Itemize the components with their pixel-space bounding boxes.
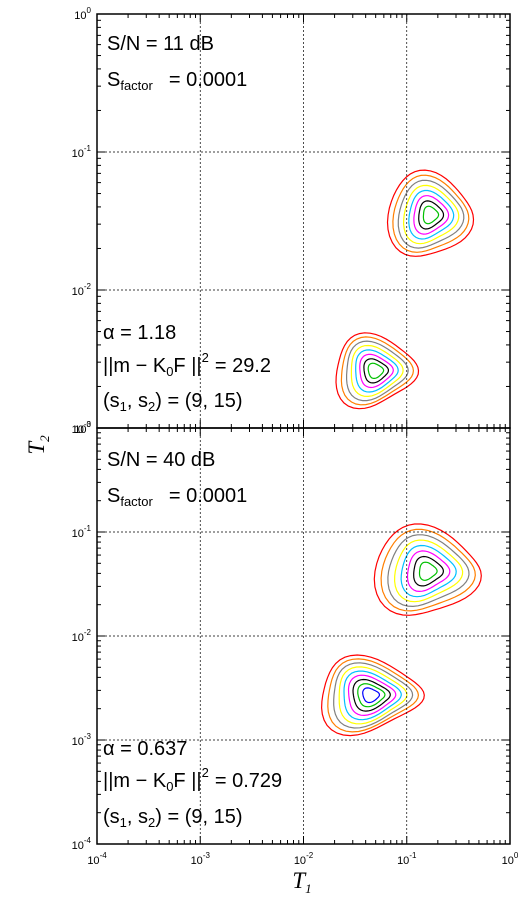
bottom-alpha-label: α = 0.637 <box>103 738 187 760</box>
x-tick-label: 10-3 <box>191 851 211 867</box>
y-tick-label: 10-2 <box>72 628 92 644</box>
bottom-sfactor-label: Sfactor = 0.0001 <box>107 485 247 509</box>
bottom-residual-label: ||m − K0F ||2 = 0.729 <box>103 765 282 794</box>
y-tick-label: 100 <box>74 6 91 22</box>
y-axis-title: T2 <box>24 435 52 455</box>
top-alpha-label: α = 1.18 <box>103 322 176 344</box>
bottom-snr-label: S/N = 40 dB <box>107 449 215 471</box>
contour-level-7 <box>364 359 389 383</box>
bottom-annotations: S/N = 40 dB Sfactor = 0.0001 α = 0.637 ||… <box>103 449 282 830</box>
top-residual-label: ||m − K0F ||2 = 29.2 <box>103 350 271 379</box>
contour-level-7 <box>419 201 444 229</box>
contour-level-7 <box>414 557 444 586</box>
top-contours <box>336 170 474 409</box>
y-tick-label: 10-1 <box>72 524 92 540</box>
bottom-s-label: (s1, s2) = (9, 15) <box>103 806 243 830</box>
x-tick-label: 100 <box>502 851 519 867</box>
y-tick-label: 10-1 <box>72 144 92 160</box>
contour-level-8 <box>368 363 383 378</box>
y-tick-label: 10-3 <box>72 732 92 748</box>
y-tick-label: 10-2 <box>72 282 92 298</box>
contour-level-4 <box>351 346 403 397</box>
x-axis-title: T1 <box>292 868 311 896</box>
contour-level-8 <box>423 206 438 224</box>
top-sfactor-label: Sfactor = 0.0001 <box>107 69 247 93</box>
top-s-label: (s1, s2) = (9, 15) <box>103 390 243 414</box>
contour-level-1 <box>374 524 481 615</box>
bottom-contours <box>322 524 482 736</box>
top-annotations: S/N = 11 dB Sfactor = 0.0001 α = 1.18 ||m… <box>103 33 271 414</box>
contour-level-8 <box>358 684 385 707</box>
contour-level-9 <box>363 688 380 703</box>
contour-level-8 <box>420 562 438 580</box>
y-tick-label: 10-4 <box>72 836 92 852</box>
bottom-panel: 10-1 10-2 10-3 10-410-4 10-3 10-2 10-1 100 S/N … <box>72 428 519 867</box>
x-tick-label: 10-1 <box>397 851 417 867</box>
x-tick-label: 10-2 <box>294 851 314 867</box>
top-snr-label: S/N = 11 dB <box>107 33 214 55</box>
x-tick-label: 10-4 <box>87 851 107 867</box>
contour-level-1 <box>388 170 474 256</box>
